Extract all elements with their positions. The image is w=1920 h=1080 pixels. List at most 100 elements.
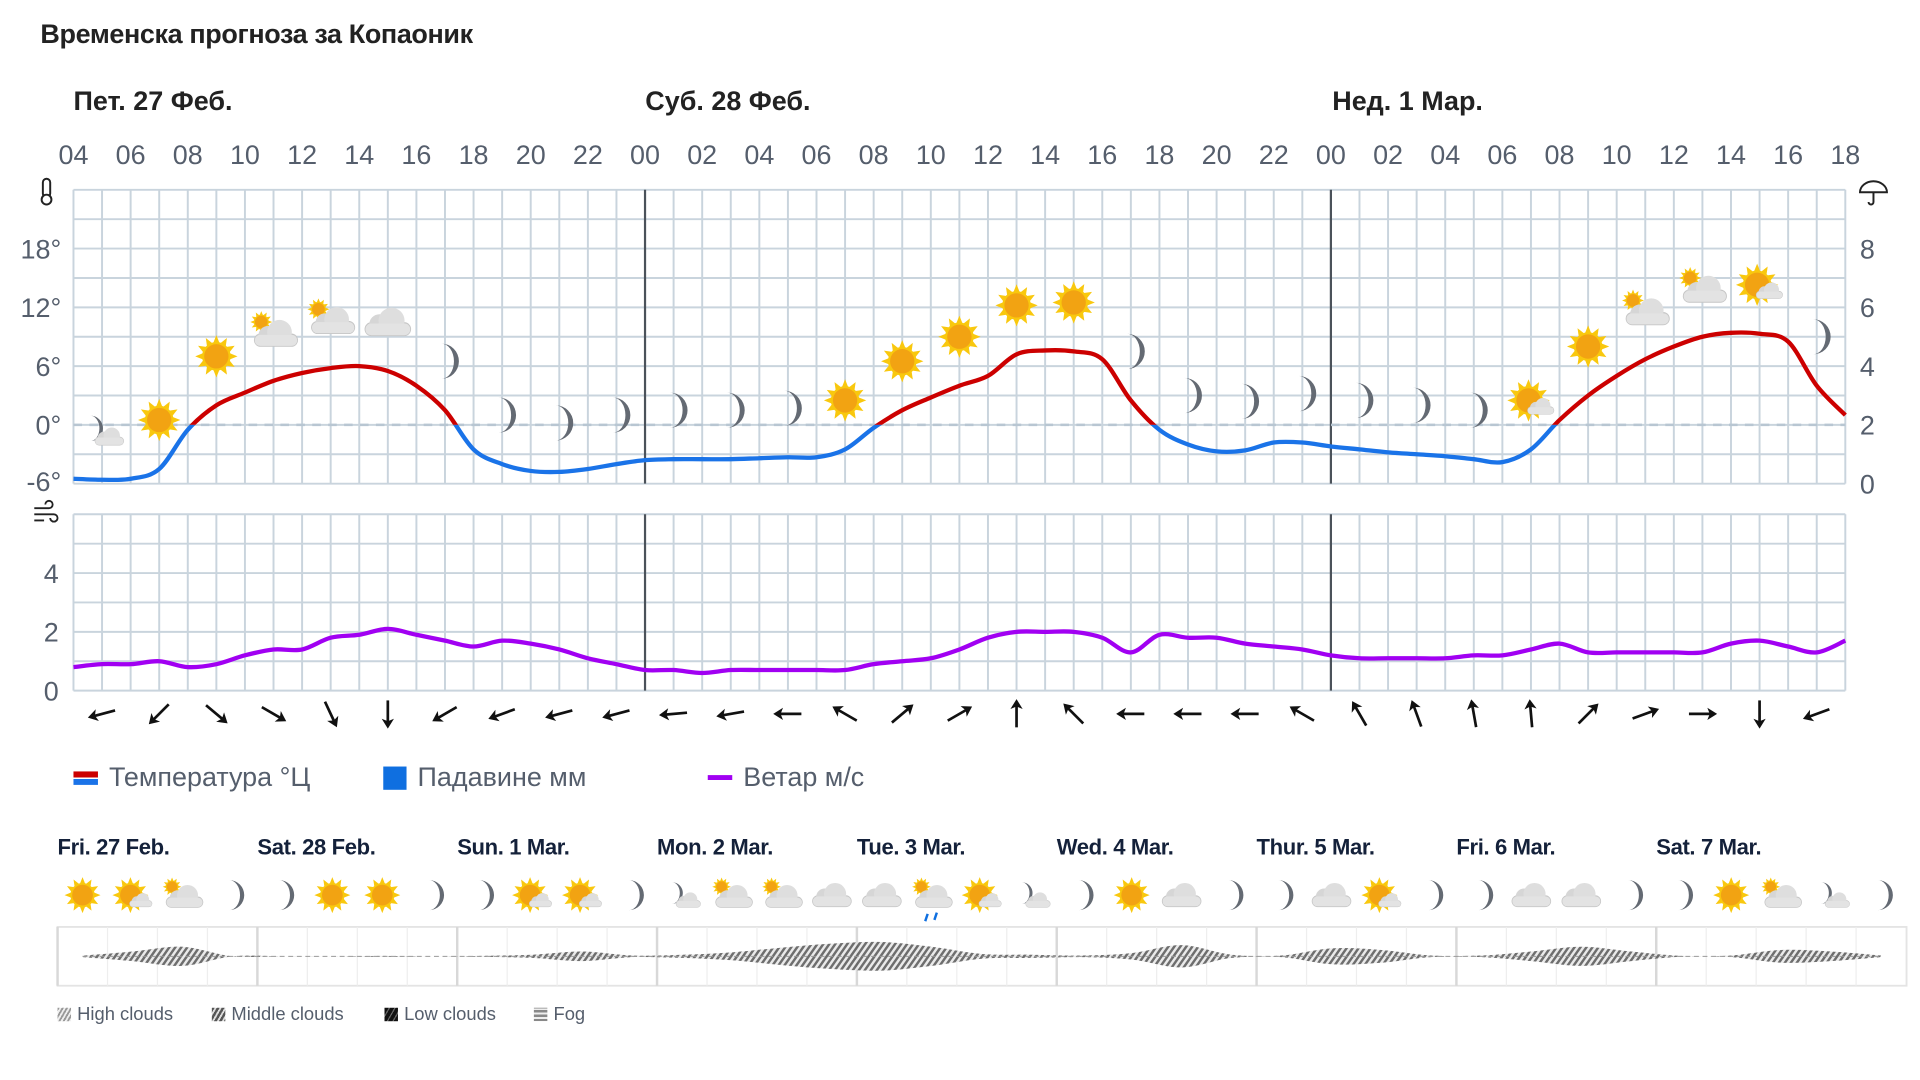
hour-label: 00 — [1316, 140, 1346, 170]
cloud-icon — [862, 882, 902, 908]
wind-direction-arrow — [1409, 700, 1423, 727]
moon-icon — [1078, 880, 1094, 911]
mostly-cloudy-icon — [1622, 289, 1670, 326]
partly-sunny-icon — [1735, 263, 1783, 306]
wind-axis-tick: 2 — [44, 618, 59, 648]
day-header: Пет. 27 Феб. — [73, 85, 233, 117]
partly-sunny-icon — [112, 877, 153, 914]
mostly-cloudy-icon — [1679, 266, 1727, 303]
hour-label: 08 — [1545, 140, 1575, 170]
wind-direction-arrow — [87, 709, 116, 722]
mostly-cloudy-icon — [712, 877, 753, 908]
precip-axis-tick: 8 — [1860, 234, 1875, 264]
sun-icon — [1113, 877, 1150, 914]
hour-label: 10 — [916, 140, 946, 170]
cloud-icon — [1311, 882, 1352, 908]
legend-precipitation: Падавине мм — [383, 762, 586, 794]
wind-icon — [34, 499, 59, 523]
legend-label: Middle clouds — [231, 1004, 344, 1025]
wind-direction-arrow — [381, 700, 394, 729]
wind-direction-arrow — [1116, 707, 1145, 721]
hour-label: 22 — [1259, 140, 1289, 170]
hour-label: 06 — [1487, 140, 1517, 170]
legend-label: Low clouds — [404, 1004, 496, 1025]
wind-direction-arrow — [545, 709, 573, 722]
legend-label: Температура °Ц — [108, 761, 311, 793]
wind-direction-arrow — [773, 707, 802, 721]
wind-axis-tick: 4 — [44, 559, 59, 589]
moon-icon — [479, 880, 495, 911]
cloud-icon — [1161, 882, 1202, 908]
wind-direction-arrow — [832, 706, 858, 722]
sun-icon — [138, 398, 181, 442]
hour-label: 22 — [573, 140, 603, 170]
wind-direction-arrow — [1230, 707, 1259, 721]
meteogram-chart: 04 06 08 10 12 14 16 18 20 22 00 02 04 06 08 10 12 14 16 18… — [21, 140, 1888, 729]
legend-temperature: Температура °Ц — [73, 762, 310, 794]
wind-direction-arrow — [1173, 707, 1202, 721]
mostly-cloudy-icon — [307, 298, 356, 335]
moon-icon — [1184, 377, 1202, 414]
legend-label: Падавине мм — [417, 761, 587, 793]
moon-cloud-icon — [1821, 882, 1850, 908]
day-header: Нед. 1 Мар. — [1332, 85, 1483, 117]
cloud-icon — [1561, 882, 1602, 908]
wind-direction-arrow — [1466, 699, 1479, 728]
thermometer-icon — [40, 177, 53, 206]
wind-direction-arrow — [148, 703, 170, 725]
hour-label: 12 — [1659, 140, 1689, 170]
wind-direction-arrow — [1802, 708, 1830, 722]
wind-direction-arrow — [891, 704, 914, 724]
sun-icon — [64, 877, 101, 914]
moon-icon — [727, 392, 745, 428]
moon-icon — [555, 405, 574, 441]
moon-icon — [1298, 375, 1317, 412]
mostly-cloudy-icon — [1761, 877, 1802, 908]
precip-axis-tick: 6 — [1860, 293, 1875, 323]
hour-label: 20 — [1202, 140, 1232, 170]
moon-icon — [1355, 382, 1374, 419]
wind-speed-line — [73, 626, 1847, 676]
wind-direction-arrow — [432, 705, 458, 722]
wind-direction-arrow — [1577, 703, 1599, 725]
hour-label: 14 — [344, 140, 374, 170]
moon-cloud-icon — [1021, 882, 1051, 908]
moon-icon — [612, 397, 631, 433]
moon-icon — [1127, 333, 1145, 370]
hour-label: 02 — [1373, 140, 1403, 170]
hour-label: 10 — [1602, 140, 1632, 170]
wind-direction-arrow — [1632, 706, 1660, 720]
wind-direction-arrow — [658, 708, 688, 721]
partly-sunny-icon — [1361, 877, 1402, 914]
wind-direction-arrow — [261, 705, 287, 722]
legend-high-clouds: High clouds — [57, 1004, 173, 1025]
high-clouds-swatch — [57, 1007, 72, 1022]
moon-icon — [1412, 387, 1431, 423]
temp-axis-tick: 6° — [35, 352, 61, 382]
moon-icon — [441, 343, 459, 379]
hour-label: 06 — [116, 140, 146, 170]
mostly-cloudy-icon — [762, 877, 803, 908]
hour-label: 00 — [630, 140, 660, 170]
cloud-strip — [56, 926, 1908, 987]
cloud-cover-band — [82, 941, 1882, 971]
wind-direction-arrow — [1524, 699, 1537, 728]
hour-label: 16 — [1087, 140, 1117, 170]
hour-label: 08 — [173, 140, 203, 170]
legend-fog: Fog — [533, 1004, 585, 1025]
moon-icon — [1228, 880, 1244, 911]
precip-axis-tick: 2 — [1860, 411, 1875, 441]
moon-cloud-icon — [672, 882, 701, 908]
temp-axis-tick: -6° — [27, 467, 62, 497]
hour-label: 16 — [401, 140, 431, 170]
sun-icon — [823, 379, 867, 422]
partly-sunny-icon — [961, 877, 1002, 914]
wind-direction-arrow — [602, 709, 630, 722]
wind-direction-arrow — [947, 706, 973, 722]
moon-icon — [1628, 880, 1644, 911]
mostly-cloudy-icon — [162, 877, 204, 908]
wind-direction-arrow — [1063, 703, 1085, 725]
wind-direction-arrow — [1753, 700, 1766, 729]
outlook-day-label: Wed. 4 Mar. — [1056, 835, 1174, 860]
sun-icon — [881, 340, 924, 383]
